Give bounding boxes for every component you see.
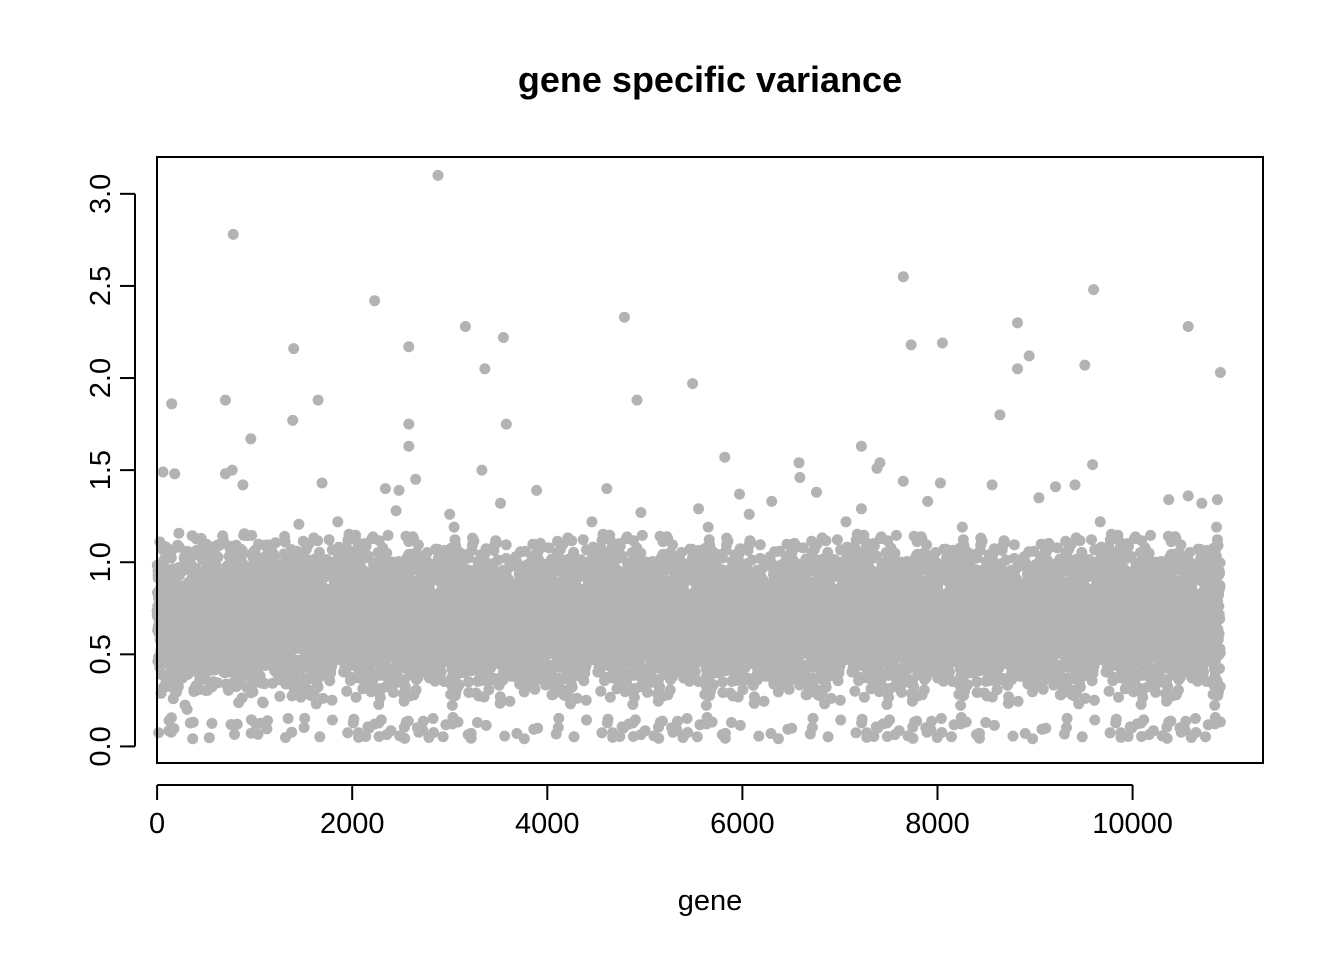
data-point: [153, 727, 165, 739]
data-point: [504, 695, 516, 707]
data-point: [165, 552, 177, 564]
data-point: [446, 699, 458, 711]
data-point: [602, 713, 614, 725]
data-point: [577, 534, 589, 546]
data-point: [635, 547, 647, 559]
data-point: [596, 727, 608, 739]
data-point: [412, 539, 424, 551]
data-point: [279, 536, 291, 548]
data-point: [382, 529, 394, 541]
data-point: [206, 717, 218, 729]
data-point: [342, 727, 354, 739]
data-point: [399, 732, 411, 744]
data-point: [282, 713, 294, 724]
data-point: [165, 712, 177, 724]
data-point: [168, 723, 180, 735]
data-point: [229, 728, 240, 740]
chart-title: gene specific variance: [518, 59, 902, 100]
data-point: [350, 691, 362, 703]
data-point: [286, 726, 298, 738]
data-point: [629, 714, 641, 726]
data-point: [571, 692, 583, 704]
data-point: [236, 545, 248, 557]
data-point: [518, 733, 530, 745]
data-point: [261, 723, 273, 735]
data-point: [586, 516, 598, 528]
data-point: [453, 679, 465, 691]
data-point: [187, 716, 199, 728]
data-point: [410, 684, 422, 696]
data-point: [314, 731, 326, 743]
data-point: [428, 727, 440, 738]
data-point: [566, 681, 578, 693]
data-point: [236, 692, 248, 704]
data-point: [323, 534, 335, 546]
data-point: [494, 691, 506, 703]
data-point: [203, 732, 215, 744]
data-point: [181, 703, 193, 715]
data-point: [210, 560, 222, 572]
data-point: [341, 685, 353, 697]
data-point: [581, 714, 592, 726]
data-point: [173, 541, 185, 553]
data-point: [499, 730, 511, 742]
data-point: [553, 712, 565, 724]
data-point: [172, 681, 184, 693]
data-point: [270, 537, 281, 549]
data-point: [348, 713, 360, 725]
data-point: [231, 718, 243, 730]
data-point: [452, 716, 464, 728]
data-point: [259, 678, 271, 690]
data-point: [332, 516, 344, 528]
data-point: [417, 715, 429, 727]
data-point: [465, 727, 477, 739]
data-point: [375, 714, 387, 726]
data-point: [595, 685, 607, 697]
data-point: [312, 535, 324, 547]
data-point: [268, 551, 280, 563]
data-point: [500, 539, 512, 551]
data-point: [293, 518, 305, 530]
data-point: [480, 719, 492, 731]
data-point: [212, 551, 224, 563]
data-point: [247, 686, 259, 698]
data-point: [187, 733, 199, 745]
data-point: [402, 715, 414, 727]
data-points: [151, 169, 1226, 745]
data-point: [491, 537, 503, 549]
data-point: [448, 521, 460, 533]
data-point: [568, 731, 580, 743]
data-point: [427, 713, 439, 724]
data-point: [274, 690, 286, 702]
data-point: [529, 683, 541, 695]
data-point: [246, 529, 258, 541]
data-point: [468, 535, 480, 547]
data-point: [636, 529, 648, 541]
data-point: [437, 731, 449, 743]
data-point: [173, 527, 185, 539]
data-point: [483, 684, 495, 696]
data-point: [212, 677, 224, 689]
data-point: [580, 694, 592, 706]
data-point: [381, 547, 393, 559]
data-point: [262, 715, 274, 727]
data-point: [299, 712, 311, 724]
data-point: [257, 697, 269, 709]
data-point: [326, 714, 338, 726]
data-point: [532, 722, 544, 734]
data-point: [566, 535, 578, 547]
data-point: [312, 681, 324, 693]
data-point: [326, 694, 338, 706]
data-point: [252, 728, 264, 740]
